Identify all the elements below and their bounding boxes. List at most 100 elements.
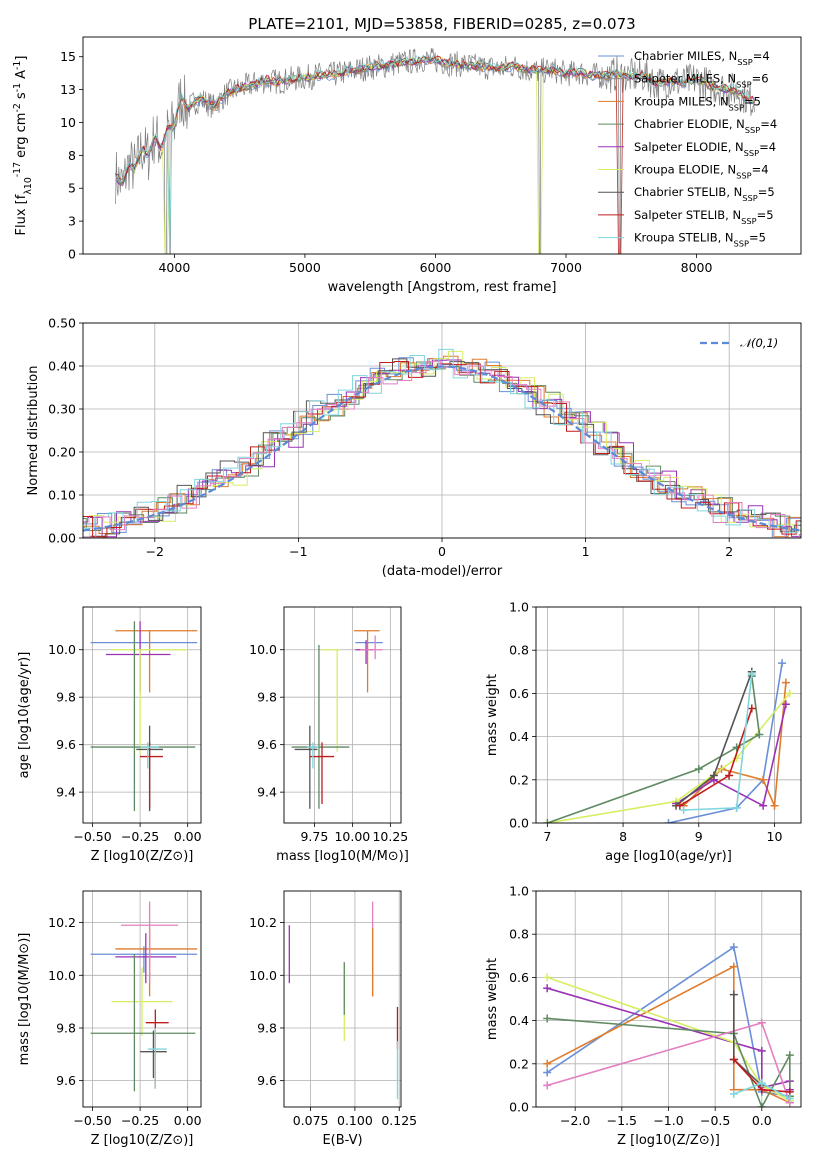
weight-vs-age-marker-3-3 [785, 689, 794, 698]
age-vs-Z-xtick-label-1: −0.25 [121, 829, 159, 844]
mass-vs-EBV-xlabel: E(B-V) [322, 1133, 362, 1148]
weight-vs-age-marker-5-1 [709, 771, 718, 780]
mass-vs-Z-xtick-label-2: 0.00 [174, 1113, 202, 1128]
spectrum-ytick-label-1: 3 [68, 214, 76, 229]
weight-vs-age-marker-7-0 [679, 806, 688, 815]
weight-vs-age-marker-1-3 [770, 801, 779, 810]
age-vs-mass-ytick-label-0: 9.4 [257, 785, 277, 800]
spectrum-xtick-label-3: 7000 [550, 260, 582, 275]
weight-vs-Z-ytick-label-1: 0.2 [509, 1056, 529, 1071]
age-vs-Z-point-3 [111, 649, 188, 755]
age-vs-Z-xlabel: Z [log10(Z/Z⊙)] [91, 849, 194, 864]
mass-vs-EBV-xtick-label-1: 0.100 [337, 1113, 373, 1128]
weight-vs-Z-marker-0-0 [543, 1068, 552, 1077]
weight-vs-Z-xtick-label-4: 0.0 [752, 1113, 772, 1128]
weight-vs-Z-marker-6-0 [729, 990, 738, 999]
weight-vs-age-marker-2-2 [759, 801, 768, 810]
age-vs-mass-panel: 9.75 10.00 10.25 9.4 9.6 9.8 10.0 mass [log10(M… [249, 606, 409, 864]
mass-vs-Z-frame [82, 890, 202, 1108]
residuals-legend-label: 𝒩(0,1) [740, 336, 778, 350]
spectrum-ytick-label-5: 13 [60, 82, 76, 97]
weight-vs-Z-marker-2-0 [543, 984, 552, 993]
weight-vs-age-ytick-label-2: 0.4 [509, 729, 529, 744]
spectrum-legend-label-1: Salpeter MILES, NSSP=6 [634, 72, 769, 90]
spectrum-legend-label-3: Chabrier ELODIE, NSSP=4 [634, 117, 777, 135]
weight-vs-Z-ytick-label-3: 0.6 [509, 970, 529, 985]
weight-vs-age-ylabel: mass weight [485, 674, 500, 756]
weight-vs-Z-series-3 [546, 976, 791, 1102]
mass-vs-Z-xtick-label-1: −0.25 [121, 1113, 159, 1128]
residuals-hist-6 [83, 361, 801, 538]
residuals-panel: −2 −1 0 1 2 0.00 0.10 0.20 0.30 0.40 0.50 (data-mod… [26, 316, 802, 579]
mass-vs-EBV-frame [283, 890, 402, 1108]
age-vs-mass-xtick-label-2: 10.25 [372, 829, 408, 844]
weight-vs-Z-series-4 [547, 1017, 791, 1107]
spectrum-ylabel: Flux [fλ10-17 erg cm-2 s-1 A-1] [12, 56, 34, 236]
spectrum-marks [115, 47, 756, 254]
residuals-ytick-label-1: 0.10 [48, 488, 76, 503]
residuals-hist-8 [83, 361, 801, 538]
mass-vs-Z-point-0 [90, 946, 198, 973]
weight-vs-age-marks [543, 659, 794, 823]
weight-vs-age-ytick-label-1: 0.2 [509, 772, 529, 787]
age-vs-Z-ylabel: age [log10(age/yr)] [17, 652, 32, 779]
residuals-xtick-label-0: −2 [146, 544, 164, 559]
weight-vs-Z-marker-1-1 [729, 962, 738, 971]
age-vs-Z-point-1 [115, 630, 198, 693]
residuals-ytick-label-4: 0.40 [48, 359, 76, 374]
weight-vs-Z-xtick-label-3: −0.5 [700, 1113, 730, 1128]
weight-vs-Z-xtick-label-0: −2.0 [560, 1113, 590, 1128]
age-vs-Z-ytick-label-1: 9.6 [56, 737, 76, 752]
spectrum-xtick-label-2: 6000 [420, 260, 452, 275]
weight-vs-Z-ytick-label-4: 0.8 [509, 927, 529, 942]
mass-vs-Z-marks [90, 901, 198, 1092]
age-vs-Z-point-6 [140, 742, 163, 809]
age-vs-mass-point-2 [355, 640, 374, 664]
mass-vs-EBV-xtick-label-0: 0.075 [293, 1113, 329, 1128]
mass-vs-Z-point-6 [140, 1030, 167, 1079]
weight-vs-age-frame [535, 606, 802, 824]
weight-vs-Z-marker-5-0 [543, 1081, 552, 1090]
age-vs-mass-point-1 [353, 630, 380, 693]
weight-vs-age-marker-6-2 [747, 704, 756, 713]
weight-vs-Z-marker-0-1 [729, 943, 738, 952]
residuals-marks [83, 348, 801, 538]
mass-vs-Z-ytick-label-1: 9.8 [56, 1020, 76, 1035]
residuals-ytick-label-2: 0.20 [48, 445, 76, 460]
spectrum-model-line-7 [115, 54, 756, 254]
weight-vs-Z-ylabel: mass weight [485, 958, 500, 1040]
weight-vs-Z-marker-8-2 [785, 1094, 794, 1103]
weight-vs-age-series-0 [668, 663, 783, 823]
age-vs-mass-point-7 [309, 742, 335, 805]
weight-vs-age-marker-4-0 [543, 819, 552, 823]
mass-vs-Z-ytick-label-2: 10.0 [48, 968, 76, 983]
spectrum-model-line-8 [115, 54, 756, 254]
weight-vs-age-marker-1-2 [759, 775, 768, 784]
spectrum-model-line-6 [115, 56, 755, 184]
residuals-xtick-label-3: 1 [582, 544, 590, 559]
weight-vs-Z-xtick-label-2: −1.0 [653, 1113, 683, 1128]
age-vs-mass-marks [291, 630, 383, 809]
weight-vs-age-series-3 [547, 692, 791, 823]
residuals-ytick-label-0: 0.00 [48, 531, 76, 546]
residuals-frame [82, 322, 802, 539]
spectrum-legend-label-5: Kroupa ELODIE, NSSP=4 [634, 163, 769, 181]
mass-vs-Z-ytick-label-0: 9.6 [56, 1073, 76, 1088]
weight-vs-age-xlabel: age [log10(age/yr)] [605, 849, 732, 864]
age-vs-mass-ytick-label-1: 9.6 [257, 737, 277, 752]
mass-vs-Z-xtick-label-0: −0.50 [73, 1113, 111, 1128]
spectrum-frame [82, 36, 802, 255]
age-vs-Z-point-2 [105, 621, 171, 693]
weight-vs-Z-marker-4-3 [785, 1051, 794, 1060]
weight-vs-age-marker-7-1 [732, 803, 741, 812]
age-vs-Z-frame [82, 606, 202, 824]
weight-vs-Z-frame [535, 890, 802, 1108]
spectrum-legend-label-6: Chabrier STELIB, NSSP=5 [634, 185, 775, 203]
weight-vs-age-marker-4-3 [755, 730, 764, 739]
spectrum-ytick-label-3: 8 [68, 148, 76, 163]
residuals-hist-3 [83, 359, 801, 538]
residuals-xtick-label-1: −1 [289, 544, 307, 559]
weight-vs-age-ytick-label-4: 0.8 [509, 643, 529, 658]
